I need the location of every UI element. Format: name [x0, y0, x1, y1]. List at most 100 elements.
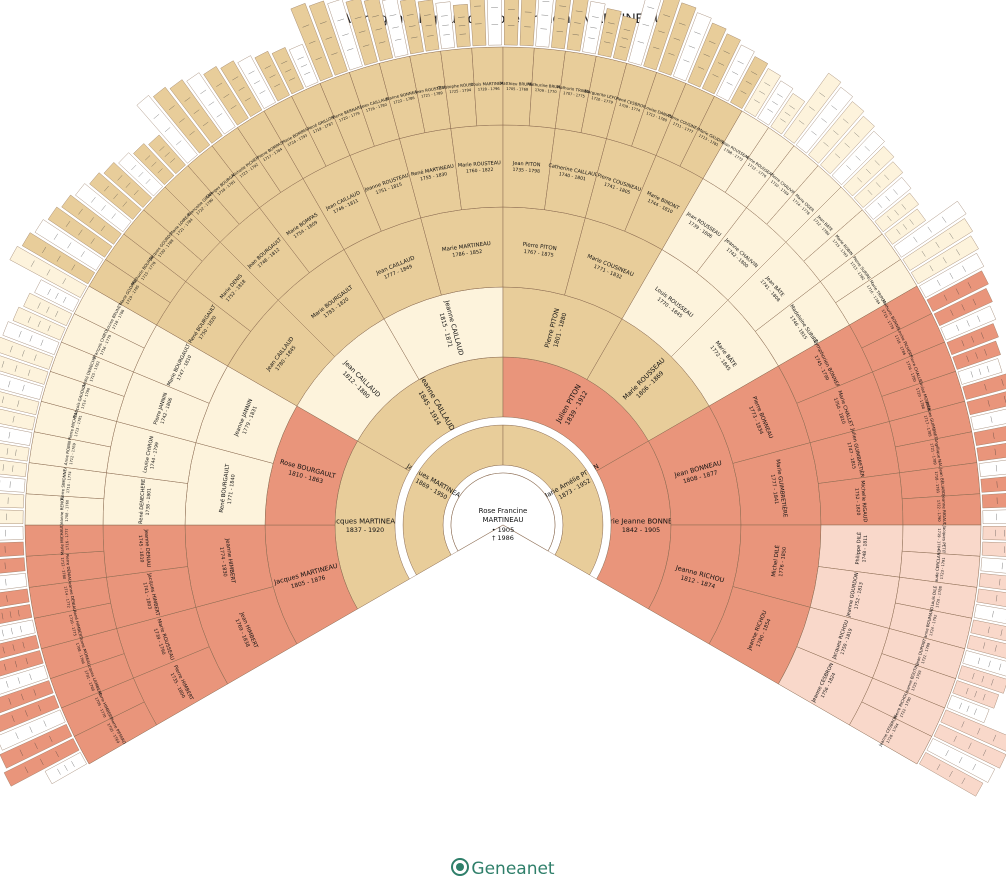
outer-cell-line — [929, 265, 934, 272]
ancestor-dates: 1709 - 1774 — [619, 103, 642, 113]
ancestor-cell-gen7[interactable]: Jeanne RENOU 1708 - 1760 — [24, 493, 105, 527]
outer-ancestor-cell — [0, 443, 30, 462]
outer-cell-line — [961, 777, 966, 784]
root-person[interactable]: Rose Francine MARTINEAU • 1905 † 1986 — [450, 472, 556, 552]
ancestor-cell-shape[interactable] — [849, 701, 933, 765]
outer-cell-line — [300, 64, 307, 68]
outer-cell-line — [347, 48, 354, 51]
outer-cell-line — [999, 578, 1001, 586]
ancestor-cell-gen7[interactable]: Marie MICHAUD 1716 - 1777 — [24, 524, 105, 557]
outer-cell-line — [981, 675, 984, 683]
root-person-cell[interactable] — [450, 472, 556, 552]
outer-cell-line — [315, 57, 322, 60]
outer-cell-line — [977, 657, 980, 665]
outer-cell-line — [942, 257, 947, 264]
ancestor-dates: 1710 - 1775 — [68, 614, 77, 636]
outer-cell-line — [974, 708, 977, 715]
outer-cell-line — [893, 189, 898, 195]
outer-cell-line — [809, 106, 815, 111]
outer-cell-line — [6, 595, 8, 602]
